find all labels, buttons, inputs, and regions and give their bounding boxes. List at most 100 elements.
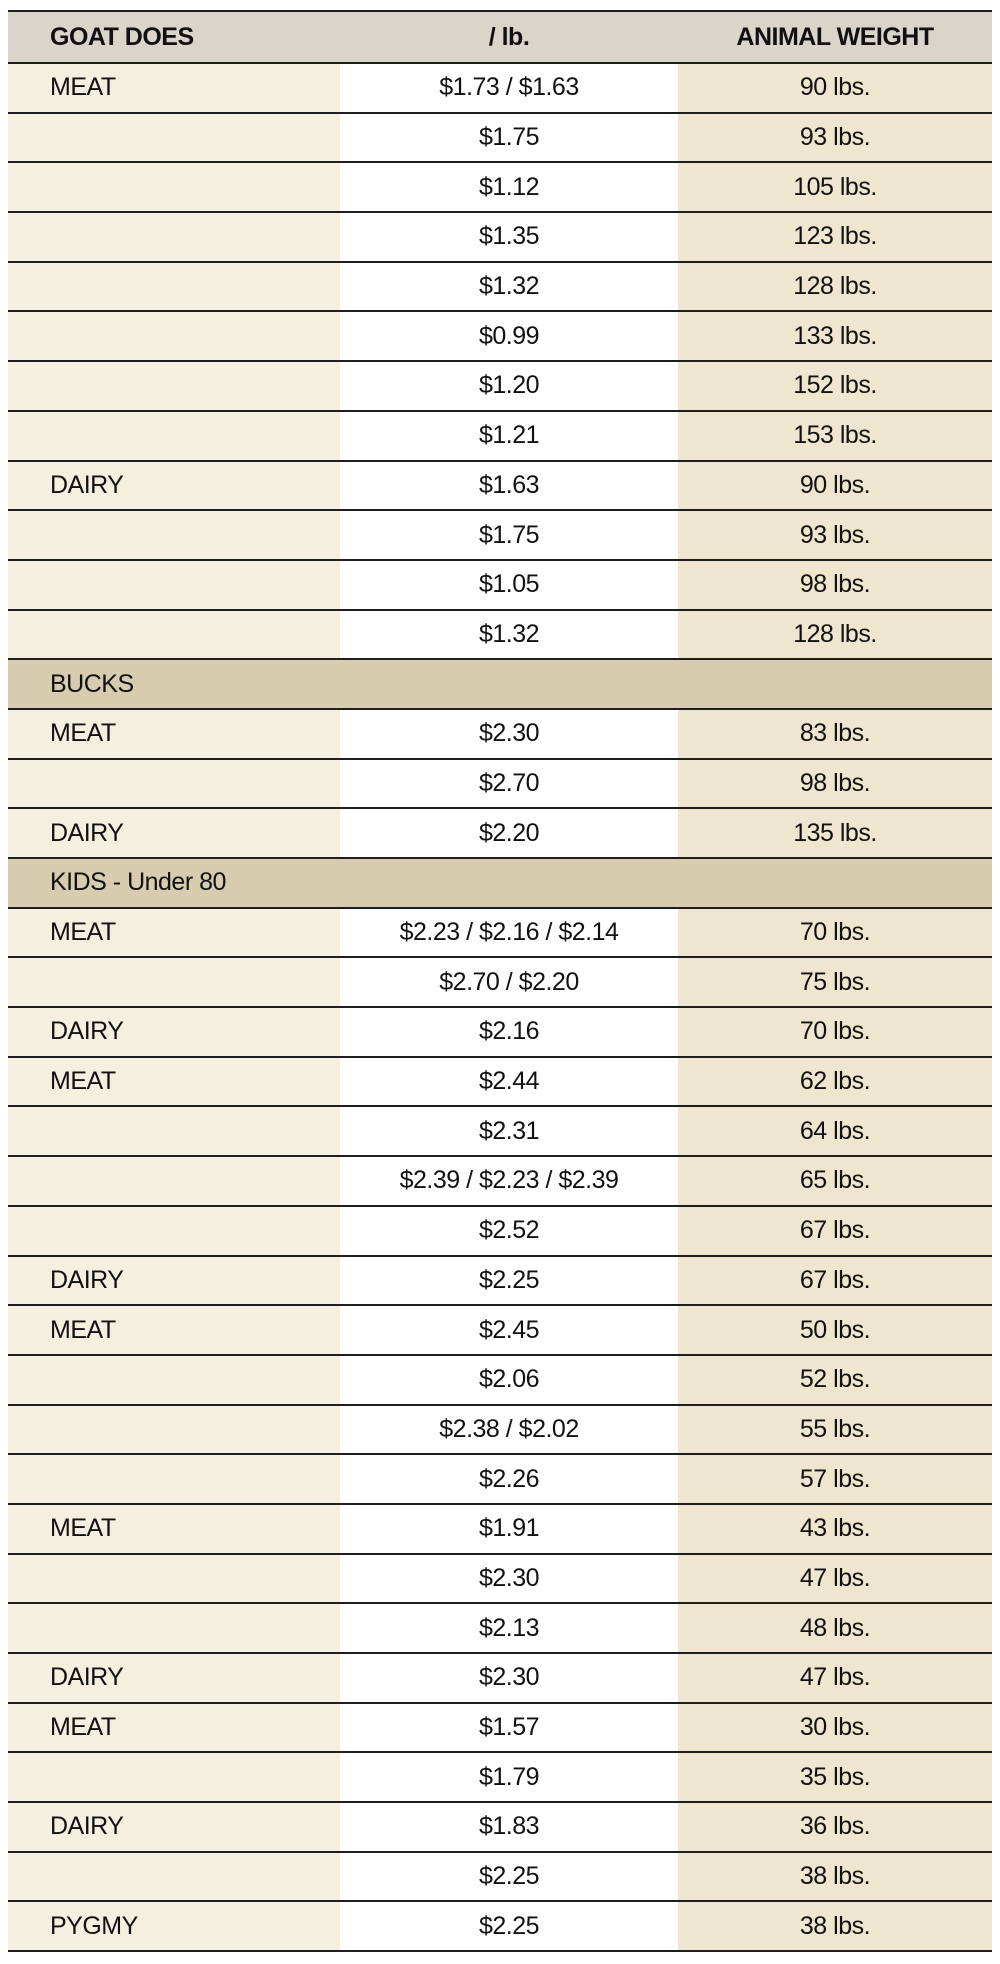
weight-cell: 135 lbs. [678, 808, 992, 859]
weight-cell: 57 lbs. [678, 1454, 992, 1505]
category-cell: DAIRY [8, 808, 340, 859]
price-cell: $2.16 [340, 1007, 678, 1058]
category-cell [8, 609, 340, 661]
weight-cell: 128 lbs. [678, 609, 992, 661]
price-cell: $2.38 / $2.02 [340, 1404, 678, 1456]
category-cell [8, 559, 340, 611]
section-row: KIDS - Under 80 [8, 858, 992, 909]
price-cell: $1.75 [340, 510, 678, 561]
price-cell: $2.30 [340, 708, 678, 760]
weight-cell: 62 lbs. [678, 1056, 992, 1108]
weight-cell: 133 lbs. [678, 311, 992, 363]
table-row: $2.70 98 lbs. [8, 758, 992, 810]
price-cell: $2.44 [340, 1056, 678, 1108]
category-cell [8, 1752, 340, 1804]
category-cell: MEAT [8, 1503, 340, 1555]
table-row: MEAT $2.30 83 lbs. [8, 708, 992, 760]
category-cell [8, 1603, 340, 1654]
table-row: $1.20 152 lbs. [8, 361, 992, 412]
table-row: DAIRY $1.63 90 lbs. [8, 460, 992, 512]
price-cell: $2.23 / $2.16 / $2.14 [340, 907, 678, 959]
price-cell: $2.25 [340, 1851, 678, 1903]
price-cell: $2.52 [340, 1205, 678, 1257]
category-cell: DAIRY [8, 460, 340, 512]
section-label: BUCKS [8, 659, 992, 710]
table-row: $2.30 47 lbs. [8, 1553, 992, 1605]
weight-cell: 64 lbs. [678, 1106, 992, 1158]
price-cell: $2.25 [340, 1255, 678, 1307]
price-cell: $2.70 [340, 758, 678, 810]
table-row: $0.99 133 lbs. [8, 311, 992, 363]
price-cell: $1.12 [340, 162, 678, 214]
section-row: BUCKS [8, 659, 992, 710]
table-row: DAIRY $1.83 36 lbs. [8, 1802, 992, 1853]
price-cell: $2.30 [340, 1553, 678, 1605]
price-cell: $2.06 [340, 1354, 678, 1406]
table-row: $1.32 128 lbs. [8, 609, 992, 661]
table-row: $2.52 67 lbs. [8, 1205, 992, 1257]
table-row: $1.75 93 lbs. [8, 112, 992, 164]
category-cell [8, 1106, 340, 1158]
price-cell: $2.20 [340, 808, 678, 859]
category-cell [8, 758, 340, 810]
category-cell: DAIRY [8, 1653, 340, 1704]
price-cell: $0.99 [340, 311, 678, 363]
section-label: KIDS - Under 80 [8, 858, 992, 909]
price-cell: $1.63 [340, 460, 678, 512]
category-cell: MEAT [8, 1305, 340, 1356]
table-row: MEAT $2.45 50 lbs. [8, 1305, 992, 1356]
table-row: $1.21 153 lbs. [8, 410, 992, 462]
price-cell: $2.70 / $2.20 [340, 957, 678, 1009]
category-cell [8, 957, 340, 1009]
price-cell: $1.73 / $1.63 [340, 63, 678, 114]
category-cell: DAIRY [8, 1007, 340, 1058]
category-cell [8, 1354, 340, 1406]
weight-cell: 93 lbs. [678, 112, 992, 164]
table-row: MEAT $1.57 30 lbs. [8, 1702, 992, 1754]
table-row: DAIRY $2.25 67 lbs. [8, 1255, 992, 1307]
table-row: $1.75 93 lbs. [8, 510, 992, 561]
price-cell: $2.25 [340, 1901, 678, 1953]
table-row: MEAT $2.44 62 lbs. [8, 1056, 992, 1108]
weight-cell: 98 lbs. [678, 758, 992, 810]
category-cell [8, 261, 340, 313]
weight-cell: 105 lbs. [678, 162, 992, 214]
table-header: GOAT DOES / lb. ANIMAL WEIGHT [8, 10, 992, 64]
table-row: $1.12 105 lbs. [8, 162, 992, 214]
weight-cell: 43 lbs. [678, 1503, 992, 1555]
weight-cell: 153 lbs. [678, 410, 992, 462]
category-cell: DAIRY [8, 1802, 340, 1853]
weight-cell: 90 lbs. [678, 460, 992, 512]
category-cell [8, 112, 340, 164]
price-cell: $2.26 [340, 1454, 678, 1505]
weight-cell: 93 lbs. [678, 510, 992, 561]
table-row: $1.32 128 lbs. [8, 261, 992, 313]
category-cell [8, 1156, 340, 1207]
weight-cell: 67 lbs. [678, 1255, 992, 1307]
weight-cell: 70 lbs. [678, 1007, 992, 1058]
weight-cell: 35 lbs. [678, 1752, 992, 1804]
weight-cell: 70 lbs. [678, 907, 992, 959]
weight-cell: 128 lbs. [678, 261, 992, 313]
category-cell [8, 1404, 340, 1456]
category-cell: DAIRY [8, 1255, 340, 1307]
weight-cell: 67 lbs. [678, 1205, 992, 1257]
weight-cell: 38 lbs. [678, 1851, 992, 1903]
header-price: / lb. [340, 10, 678, 64]
table-row: $2.39 / $2.23 / $2.39 65 lbs. [8, 1156, 992, 1207]
price-cell: $1.79 [340, 1752, 678, 1804]
header-row: GOAT DOES / lb. ANIMAL WEIGHT [8, 10, 992, 64]
table-row: MEAT $1.73 / $1.63 90 lbs. [8, 63, 992, 114]
price-cell: $1.91 [340, 1503, 678, 1555]
weight-cell: 65 lbs. [678, 1156, 992, 1207]
table-body: MEAT $1.73 / $1.63 90 lbs. $1.75 93 lbs. $1.1… [8, 63, 992, 1953]
weight-cell: 48 lbs. [678, 1603, 992, 1654]
table-row: MEAT $2.23 / $2.16 / $2.14 70 lbs. [8, 907, 992, 959]
table-row: $1.35 123 lbs. [8, 212, 992, 263]
category-cell: MEAT [8, 708, 340, 760]
table-row: DAIRY $2.20 135 lbs. [8, 808, 992, 859]
price-cell: $1.32 [340, 609, 678, 661]
price-cell: $1.32 [340, 261, 678, 313]
table-row: $2.70 / $2.20 75 lbs. [8, 957, 992, 1009]
category-cell [8, 1851, 340, 1903]
